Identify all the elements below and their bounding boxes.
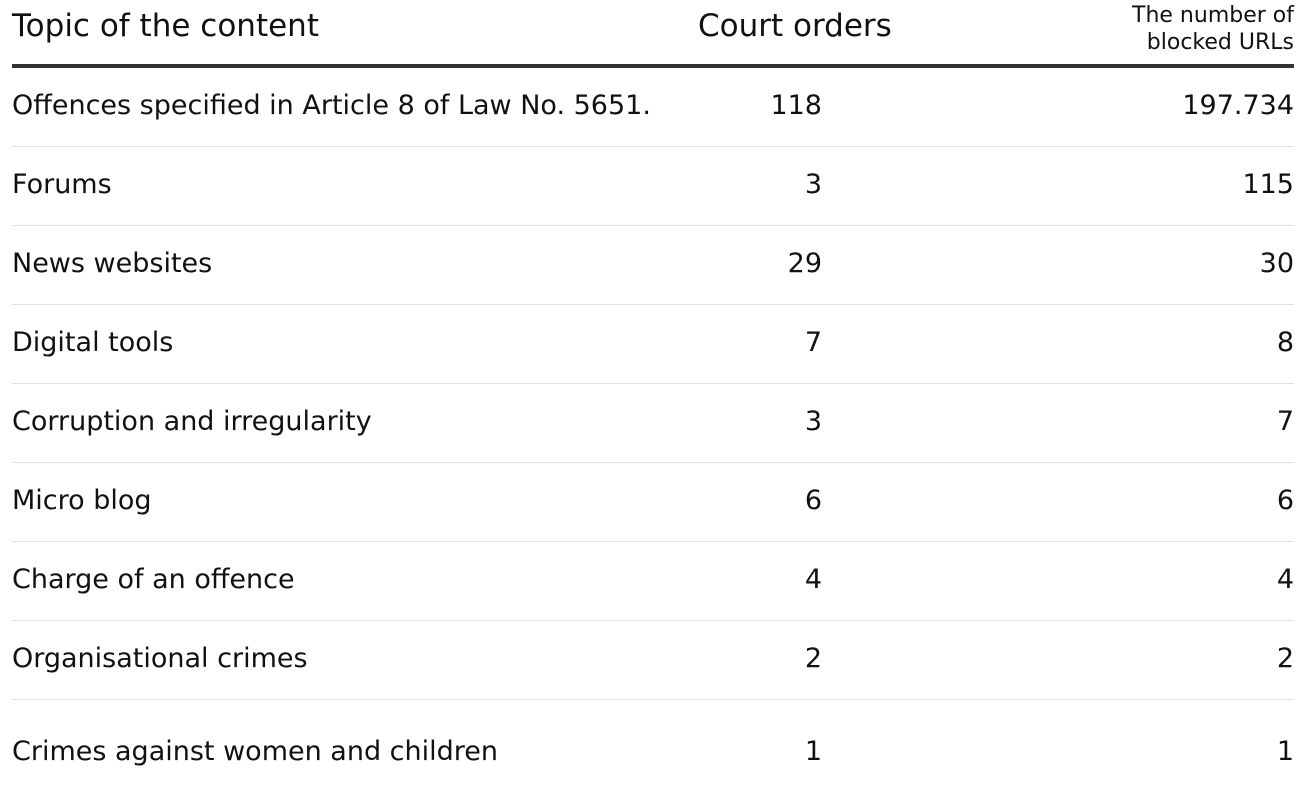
cell-blocked-urls: 6 <box>1276 485 1294 516</box>
table-row: News websites 29 30 <box>12 226 1294 305</box>
cell-topic: Charge of an offence <box>12 564 295 595</box>
table-row: Digital tools 7 8 <box>12 305 1294 384</box>
cell-topic: Offences specified in Article 8 of Law N… <box>12 90 651 121</box>
data-table: Topic of the content Court orders The nu… <box>12 0 1294 786</box>
table-header: Topic of the content Court orders The nu… <box>12 0 1294 68</box>
cell-court-orders: 3 <box>804 169 822 200</box>
cell-topic: Crimes against women and children <box>12 736 499 767</box>
cell-topic: Corruption and irregularity <box>12 406 372 437</box>
cell-blocked-urls: 197.734 <box>1182 90 1294 121</box>
table-row: Offences specified in Article 8 of Law N… <box>12 68 1294 147</box>
cell-blocked-urls: 2 <box>1276 643 1294 674</box>
cell-court-orders: 3 <box>804 406 822 437</box>
header-topic: Topic of the content <box>12 8 319 44</box>
cell-blocked-urls: 1 <box>1276 736 1294 767</box>
table-row: Micro blog 6 6 <box>12 463 1294 542</box>
header-court-orders: Court orders <box>698 8 892 44</box>
cell-blocked-urls: 30 <box>1259 248 1294 279</box>
cell-blocked-urls: 8 <box>1276 327 1294 358</box>
cell-blocked-urls: 4 <box>1276 564 1294 595</box>
cell-court-orders: 118 <box>770 90 822 121</box>
table-row: Crimes against women and children 1 1 <box>12 700 1294 786</box>
table-row: Charge of an offence 4 4 <box>12 542 1294 621</box>
table-row: Forums 3 115 <box>12 147 1294 226</box>
cell-court-orders: 2 <box>804 643 822 674</box>
cell-topic: Digital tools <box>12 327 174 358</box>
header-blocked-urls: The number of blocked URLs <box>1132 3 1294 55</box>
cell-topic: Organisational crimes <box>12 643 308 674</box>
cell-court-orders: 1 <box>804 736 822 767</box>
cell-topic: News websites <box>12 248 213 279</box>
cell-blocked-urls: 7 <box>1276 406 1294 437</box>
cell-court-orders: 29 <box>787 248 822 279</box>
cell-blocked-urls: 115 <box>1242 169 1294 200</box>
cell-court-orders: 6 <box>804 485 822 516</box>
cell-court-orders: 4 <box>804 564 822 595</box>
table-row: Corruption and irregularity 3 7 <box>12 384 1294 463</box>
cell-court-orders: 7 <box>804 327 822 358</box>
cell-topic: Micro blog <box>12 485 152 516</box>
table-row: Organisational crimes 2 2 <box>12 621 1294 700</box>
cell-topic: Forums <box>12 169 112 200</box>
